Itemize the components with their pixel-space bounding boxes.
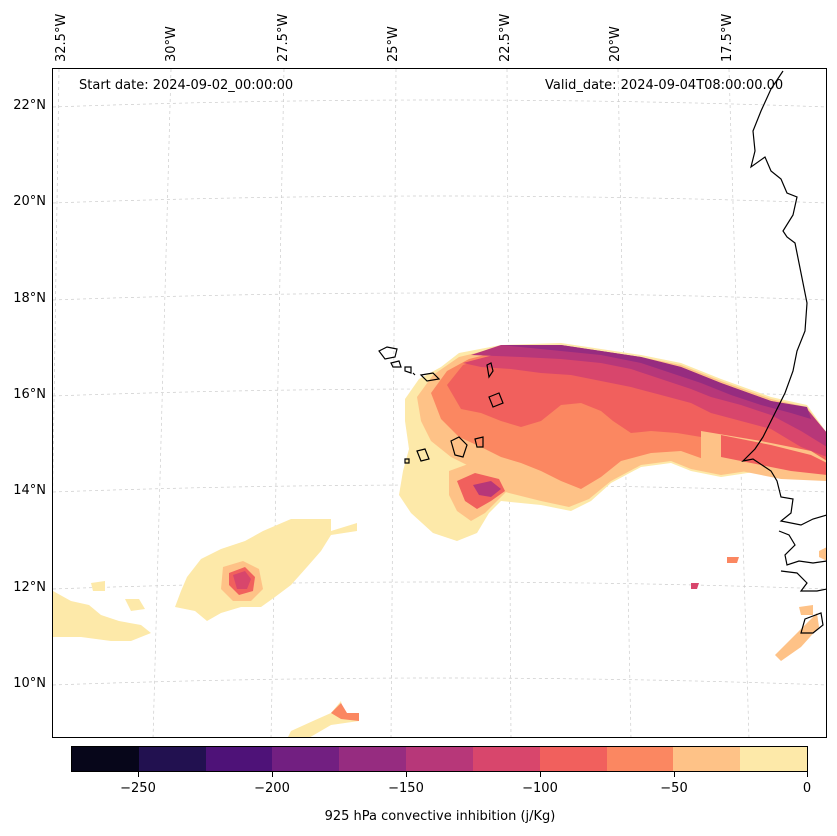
- patch-coast-2-m50: [775, 613, 819, 661]
- lon-label-22-5w: 22.5°W: [498, 13, 513, 62]
- cin-patch-west: [53, 519, 357, 641]
- lat-label-10n: 10°N: [13, 676, 46, 691]
- island-sao-nicolau: [404, 366, 416, 376]
- colorbar-segment: [406, 747, 473, 771]
- colorbar-tick-label: −250: [120, 781, 156, 796]
- cin-patch-south: [288, 701, 359, 737]
- colorbar-segment: [205, 747, 273, 771]
- colorbar-segment: [472, 747, 540, 771]
- colorbar-segment: [539, 747, 607, 771]
- patch-coast-5-m50: [799, 605, 813, 615]
- island-boa-vista: [488, 392, 504, 408]
- colorbar-tick: [807, 772, 808, 777]
- patch-coast-3-m75: [727, 557, 739, 563]
- island-sal: [486, 362, 494, 379]
- patch-coast-m50: [819, 547, 826, 561]
- colorbar-segment: [606, 747, 674, 771]
- colorbar-tick-label: −50: [660, 781, 688, 796]
- start-date-label: Start date: 2024-09-02_00:00:00: [79, 78, 294, 93]
- lat-label-20n: 20°N: [13, 194, 46, 209]
- colorbar: [71, 746, 808, 772]
- patch-west-m25: [175, 519, 357, 621]
- lon-label-25w: 25°W: [386, 26, 401, 62]
- island-santiago: [450, 436, 468, 458]
- lat-label-22n: 22°N: [13, 98, 46, 113]
- colorbar-tick-label: −200: [254, 781, 290, 796]
- lat-label-16n: 16°N: [13, 387, 46, 402]
- colorbar-segment: [138, 747, 206, 771]
- island-fogo: [416, 448, 430, 462]
- lon-label-17-5w: 17.5°W: [720, 13, 735, 62]
- colorbar-segment: [272, 747, 340, 771]
- patch-west-m125: [233, 571, 251, 589]
- lat-label-18n: 18°N: [13, 291, 46, 306]
- colorbar-tick: [272, 772, 273, 777]
- map-canvas: [53, 69, 826, 737]
- patch-small-1-m25: [91, 581, 105, 591]
- colorbar-tick: [138, 772, 139, 777]
- colorbar-tick: [406, 772, 407, 777]
- patch-south-m75: [331, 703, 359, 721]
- colorbar-tick-label: −150: [388, 781, 424, 796]
- lon-label-30w: 30°W: [164, 26, 179, 62]
- colorbar-tick-label: 0: [802, 781, 812, 796]
- island-santiago-coast: [419, 372, 441, 382]
- patch-far-west-m25: [53, 591, 151, 641]
- lon-label-32-5w: 32.5°W: [54, 13, 69, 62]
- plume-eddy-m150: [473, 481, 501, 497]
- colorbar-segment: [740, 747, 807, 771]
- graticule: [53, 69, 826, 737]
- valid-date-label: Valid_date: 2024-09-04T08:00:00.00: [545, 78, 784, 93]
- colorbar-segment: [72, 747, 139, 771]
- lat-label-14n: 14°N: [13, 483, 46, 498]
- cin-patch-coast: [691, 547, 826, 661]
- lon-label-20w: 20°W: [608, 26, 623, 62]
- lon-label-27-5w: 27.5°W: [276, 13, 291, 62]
- cin-streak-east: [701, 431, 826, 481]
- colorbar-tick: [674, 772, 675, 777]
- island-santo-antao: [378, 346, 398, 360]
- streak-east-m100: [721, 435, 826, 475]
- colorbar-tick: [540, 772, 541, 777]
- colorbar-segment: [339, 747, 407, 771]
- island-maio: [474, 436, 484, 448]
- coastlines: [378, 70, 826, 634]
- africa-coastline: [741, 70, 826, 634]
- patch-coast-4-m125: [691, 583, 699, 589]
- lat-label-12n: 12°N: [13, 580, 46, 595]
- colorbar-title: 925 hPa convective inhibition (j/Kg): [324, 809, 556, 824]
- island-brava: [404, 458, 410, 464]
- map-frame: [52, 68, 827, 738]
- colorbar-segment: [673, 747, 741, 771]
- island-sao-vicente: [390, 360, 402, 368]
- patch-small-2-m25: [125, 599, 145, 611]
- colorbar-tick-label: −100: [522, 781, 558, 796]
